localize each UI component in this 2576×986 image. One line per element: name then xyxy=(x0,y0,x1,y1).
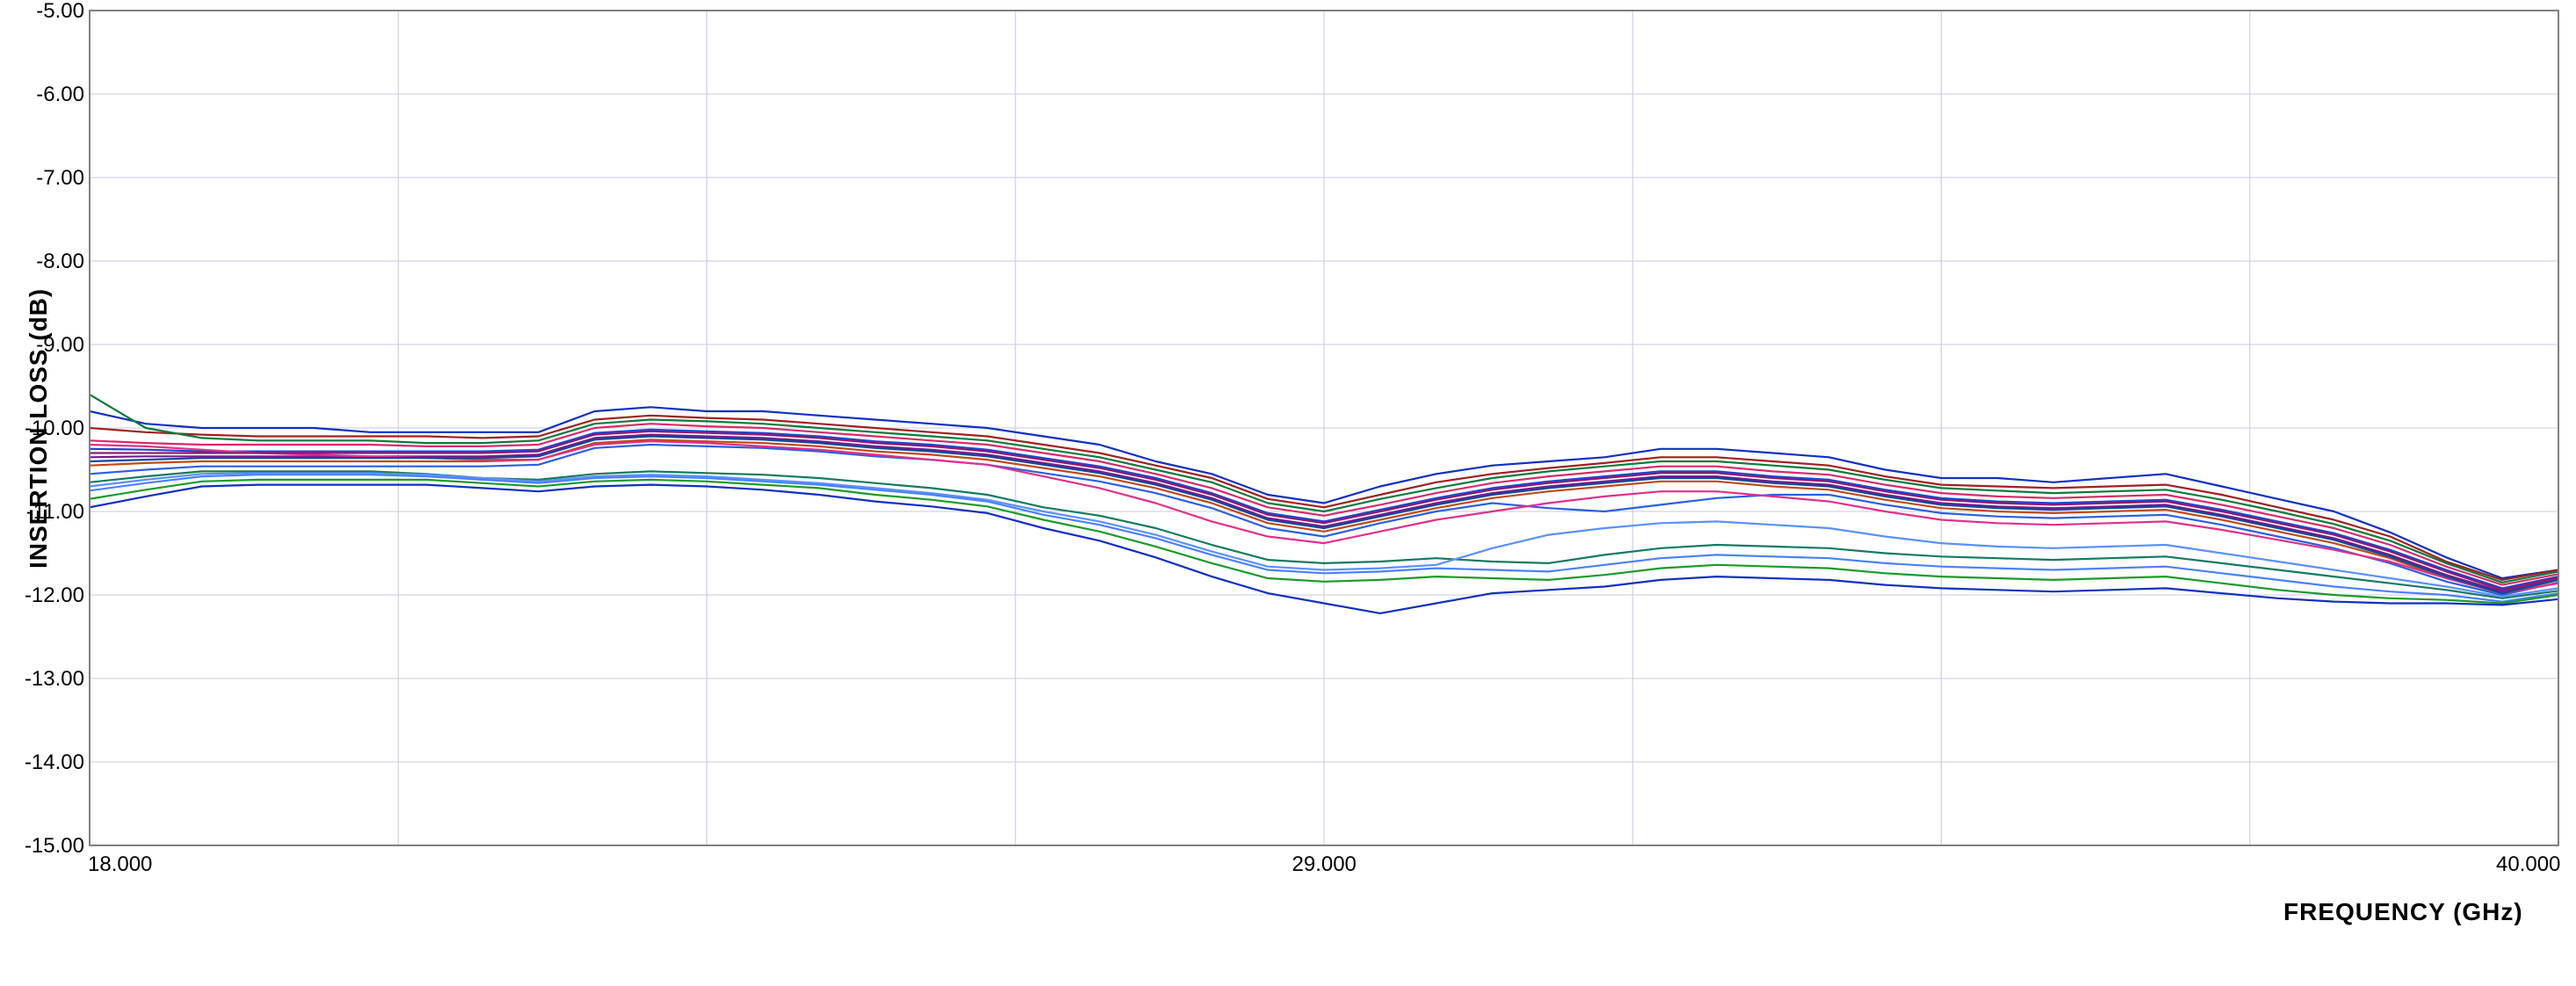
y-tick-label: -8.00 xyxy=(36,250,84,274)
x-tick-label: 18.000 xyxy=(88,852,152,877)
chart-container: INSERTION LOSS (dB) FREQUENCY (GHz) -5.0… xyxy=(0,0,2576,986)
y-tick-label: -14.00 xyxy=(25,750,84,775)
y-tick-label: -12.00 xyxy=(25,584,84,608)
y-tick-label: -11.00 xyxy=(26,500,84,525)
y-tick-label: -5.00 xyxy=(36,0,84,24)
y-tick-label: -10.00 xyxy=(25,417,84,441)
y-tick-label: -13.00 xyxy=(25,667,84,692)
x-tick-label: 40.000 xyxy=(2496,852,2560,877)
y-tick-label: -7.00 xyxy=(36,166,84,191)
y-tick-label: -9.00 xyxy=(36,333,84,358)
chart-plot xyxy=(0,0,2576,986)
y-tick-label: -6.00 xyxy=(36,83,84,107)
y-tick-label: -15.00 xyxy=(25,834,84,859)
x-tick-label: 29.000 xyxy=(1292,852,1357,877)
x-axis-title: FREQUENCY (GHz) xyxy=(2283,898,2523,926)
